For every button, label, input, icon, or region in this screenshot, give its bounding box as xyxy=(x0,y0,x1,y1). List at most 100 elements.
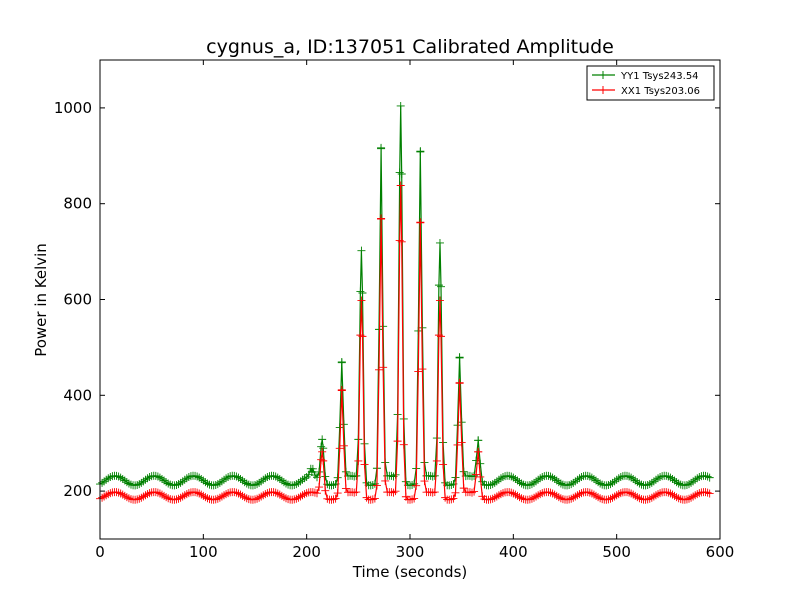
data-point xyxy=(263,473,272,482)
data-point xyxy=(193,488,202,497)
data-point xyxy=(172,480,181,489)
data-point xyxy=(310,488,319,497)
data-point xyxy=(575,490,584,499)
data-point xyxy=(488,480,497,489)
data-point xyxy=(701,471,710,480)
data-point xyxy=(546,472,555,481)
data-point xyxy=(184,489,193,498)
data-point xyxy=(496,490,505,499)
data-point xyxy=(298,491,307,500)
data-point xyxy=(178,492,187,501)
data-point xyxy=(577,489,586,498)
data-point xyxy=(651,491,660,500)
data-point xyxy=(583,488,592,497)
data-point xyxy=(633,478,642,487)
data-point xyxy=(606,494,615,503)
data-point xyxy=(492,492,501,501)
data-point xyxy=(525,480,534,489)
data-point xyxy=(645,494,654,503)
data-point xyxy=(104,474,113,483)
data-point xyxy=(211,495,220,504)
data-point xyxy=(507,472,516,481)
data-point xyxy=(691,491,700,500)
data-point xyxy=(517,479,526,488)
data-point xyxy=(530,493,538,502)
data-point xyxy=(437,282,445,291)
series-xx1 xyxy=(96,181,714,504)
axis-ticks: 0 100 200 300 400 500 600 200 400 600 800 1000 xyxy=(54,60,734,561)
data-point xyxy=(335,423,344,432)
data-point xyxy=(118,475,127,484)
data-point xyxy=(499,489,507,498)
x-tick-label: 400 xyxy=(499,543,528,561)
data-point xyxy=(548,473,557,482)
data-point xyxy=(486,480,495,489)
data-point xyxy=(689,492,698,501)
data-point xyxy=(317,442,326,451)
y-tick-label: 600 xyxy=(63,291,92,309)
data-point xyxy=(137,478,146,487)
data-point xyxy=(381,476,390,485)
data-point xyxy=(191,471,200,480)
data-point xyxy=(447,495,456,504)
data-point xyxy=(292,494,301,503)
legend: YY1 Tsys243.54 XX1 Tsys203.06 xyxy=(586,65,715,101)
data-point xyxy=(356,287,365,296)
data-point xyxy=(255,493,264,502)
data-point xyxy=(604,480,613,489)
data-point xyxy=(112,488,121,497)
data-point xyxy=(251,480,259,489)
data-point xyxy=(420,477,429,486)
data-point xyxy=(135,494,144,503)
data-point xyxy=(174,494,183,503)
data-point xyxy=(631,491,640,500)
data-point xyxy=(234,473,243,482)
data-point xyxy=(180,491,189,500)
data-point xyxy=(354,456,363,465)
data-point xyxy=(435,238,444,247)
data-point xyxy=(674,494,683,503)
data-point xyxy=(220,491,228,500)
data-point xyxy=(631,476,640,485)
data-point xyxy=(308,464,317,473)
data-point xyxy=(703,472,712,481)
data-point xyxy=(259,475,268,484)
data-point xyxy=(370,494,379,503)
data-point xyxy=(236,490,245,499)
data-point xyxy=(112,471,121,480)
data-point xyxy=(238,476,247,485)
data-point xyxy=(193,472,202,481)
data-point xyxy=(222,490,231,499)
data-point xyxy=(261,474,270,483)
data-point xyxy=(538,489,547,498)
data-point xyxy=(416,218,425,227)
data-point xyxy=(703,488,712,497)
series-line xyxy=(99,105,710,486)
data-point xyxy=(310,471,319,480)
data-point xyxy=(191,488,200,497)
data-point xyxy=(623,471,631,480)
data-point xyxy=(391,487,400,496)
data-point xyxy=(695,473,704,482)
data-point xyxy=(515,493,524,502)
data-point xyxy=(162,478,171,487)
data-point xyxy=(656,473,665,482)
data-point xyxy=(269,488,278,497)
data-point xyxy=(604,495,613,504)
data-point xyxy=(124,479,133,488)
data-point xyxy=(180,475,189,484)
legend-marker xyxy=(599,71,607,79)
data-point xyxy=(685,480,693,489)
data-point xyxy=(106,473,115,482)
legend-label: YY1 Tsys243.54 xyxy=(620,71,699,82)
data-point xyxy=(296,492,305,501)
data-point xyxy=(569,493,578,502)
data-point xyxy=(459,484,468,493)
data-point xyxy=(645,480,654,489)
y-tick-label: 400 xyxy=(63,386,92,404)
chart-title: cygnus_a, ID:137051 Calibrated Amplitude xyxy=(206,36,614,58)
data-point xyxy=(612,491,621,500)
data-point xyxy=(695,489,704,498)
data-point xyxy=(203,479,212,488)
data-point xyxy=(240,478,249,487)
